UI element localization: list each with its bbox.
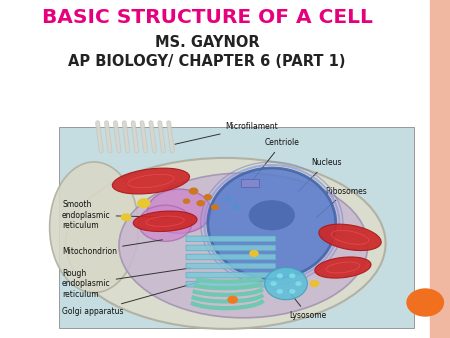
Ellipse shape (119, 173, 368, 318)
FancyBboxPatch shape (186, 236, 276, 242)
Circle shape (196, 200, 205, 207)
Text: Ribosomes: Ribosomes (316, 187, 367, 217)
Circle shape (203, 194, 212, 200)
Ellipse shape (265, 268, 307, 300)
Circle shape (277, 273, 283, 278)
Circle shape (227, 296, 238, 304)
FancyBboxPatch shape (186, 254, 276, 260)
Circle shape (289, 289, 296, 294)
Circle shape (211, 204, 219, 210)
Text: Nucleus: Nucleus (299, 159, 342, 191)
Text: Golgi apparatus: Golgi apparatus (62, 280, 205, 316)
Circle shape (121, 213, 131, 221)
FancyBboxPatch shape (186, 263, 276, 269)
Bar (430, 0, 450, 338)
FancyBboxPatch shape (186, 245, 276, 251)
Text: MS. GAYNOR: MS. GAYNOR (155, 35, 259, 50)
Ellipse shape (66, 158, 386, 329)
Circle shape (289, 273, 296, 278)
Circle shape (406, 288, 444, 317)
Text: Microfilament: Microfilament (175, 122, 279, 144)
Ellipse shape (112, 168, 189, 194)
Ellipse shape (315, 257, 371, 278)
Ellipse shape (139, 205, 192, 241)
Text: Mitochondrion: Mitochondrion (62, 240, 162, 256)
Bar (242, 179, 260, 187)
Circle shape (183, 198, 190, 204)
Circle shape (226, 197, 232, 201)
FancyBboxPatch shape (186, 272, 276, 278)
Circle shape (137, 198, 150, 208)
Ellipse shape (133, 211, 197, 232)
Circle shape (277, 289, 283, 294)
Ellipse shape (148, 189, 211, 233)
Text: Centriole: Centriole (252, 138, 300, 181)
Ellipse shape (208, 168, 336, 279)
Circle shape (310, 280, 320, 287)
Ellipse shape (249, 200, 295, 230)
Text: Rough
endoplasmic
reticulum: Rough endoplasmic reticulum (62, 268, 191, 298)
Bar (58, 127, 414, 328)
Circle shape (189, 188, 198, 195)
Text: BASIC STRUCTURE OF A CELL: BASIC STRUCTURE OF A CELL (41, 8, 373, 27)
Text: AP BIOLOGY/ CHAPTER 6 (PART 1): AP BIOLOGY/ CHAPTER 6 (PART 1) (68, 54, 346, 69)
Text: Lysosome: Lysosome (288, 290, 327, 320)
Circle shape (270, 281, 277, 286)
Circle shape (233, 205, 239, 210)
Text: Smooth
endoplasmic
reticulum: Smooth endoplasmic reticulum (62, 200, 170, 230)
Ellipse shape (319, 224, 381, 250)
Circle shape (249, 250, 259, 257)
Circle shape (295, 281, 302, 286)
FancyBboxPatch shape (186, 281, 276, 287)
Ellipse shape (50, 162, 139, 293)
